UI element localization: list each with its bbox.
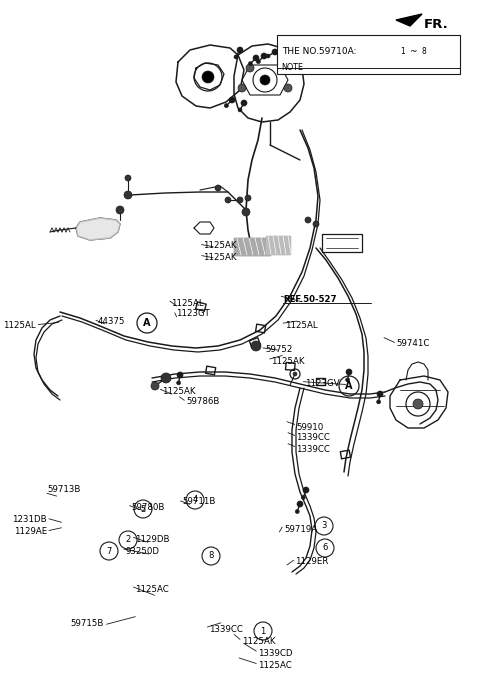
Text: 2: 2 <box>125 535 131 544</box>
Text: 4: 4 <box>192 495 198 504</box>
Text: FR.: FR. <box>424 18 449 31</box>
Circle shape <box>215 185 221 191</box>
Circle shape <box>346 378 349 382</box>
Circle shape <box>301 495 305 500</box>
Text: 1125AK: 1125AK <box>242 637 276 646</box>
Text: NOTE: NOTE <box>281 63 303 72</box>
Text: 1129ER: 1129ER <box>295 557 328 566</box>
Circle shape <box>237 47 243 53</box>
Text: 3: 3 <box>321 522 327 531</box>
Polygon shape <box>76 218 120 240</box>
Text: 59786B: 59786B <box>186 398 219 407</box>
Text: 6: 6 <box>322 544 328 553</box>
Text: 59715B: 59715B <box>71 619 104 628</box>
Circle shape <box>253 55 259 61</box>
Text: 59752: 59752 <box>265 345 292 355</box>
Text: 1231DB: 1231DB <box>12 515 47 524</box>
Text: 59719A: 59719A <box>284 524 317 533</box>
Circle shape <box>224 103 228 107</box>
Polygon shape <box>266 236 290 254</box>
Text: 1125AK: 1125AK <box>203 252 237 262</box>
Polygon shape <box>234 238 270 255</box>
Circle shape <box>266 54 270 58</box>
Text: 1123GV: 1123GV <box>305 378 340 387</box>
Text: 1125AK: 1125AK <box>203 242 237 251</box>
Circle shape <box>161 373 171 383</box>
Circle shape <box>241 100 247 106</box>
Text: A: A <box>143 318 151 328</box>
Polygon shape <box>396 14 422 26</box>
Circle shape <box>293 372 297 376</box>
Circle shape <box>238 108 242 112</box>
Text: 59741C: 59741C <box>396 340 430 349</box>
Text: 1: 1 <box>401 48 406 56</box>
Circle shape <box>237 197 243 203</box>
Bar <box>277 35 460 74</box>
Circle shape <box>202 71 214 83</box>
Circle shape <box>256 60 260 63</box>
Circle shape <box>260 75 270 85</box>
Circle shape <box>245 195 251 201</box>
Text: THE NO.59710A:: THE NO.59710A: <box>282 48 357 56</box>
Circle shape <box>261 53 267 59</box>
Circle shape <box>377 400 381 404</box>
Text: 44375: 44375 <box>98 318 125 327</box>
Circle shape <box>124 191 132 199</box>
Circle shape <box>305 217 311 223</box>
Circle shape <box>229 97 235 103</box>
Text: 8: 8 <box>421 48 426 56</box>
Circle shape <box>413 399 423 409</box>
Circle shape <box>346 369 352 375</box>
Text: 5: 5 <box>140 504 145 513</box>
Text: 59713B: 59713B <box>47 486 80 495</box>
Text: 7: 7 <box>106 546 112 555</box>
Text: 1125AL: 1125AL <box>285 320 318 329</box>
Circle shape <box>303 487 309 493</box>
Circle shape <box>177 372 183 378</box>
Circle shape <box>248 61 252 65</box>
Circle shape <box>313 221 319 227</box>
Circle shape <box>234 55 238 59</box>
Text: 1125AK: 1125AK <box>162 387 195 395</box>
Circle shape <box>297 501 303 507</box>
Text: 1125AK: 1125AK <box>271 356 304 365</box>
Circle shape <box>238 84 246 92</box>
Circle shape <box>125 175 131 181</box>
Circle shape <box>251 341 261 351</box>
Circle shape <box>151 382 159 390</box>
Text: 59711B: 59711B <box>182 497 216 506</box>
Circle shape <box>295 510 299 513</box>
Text: 8: 8 <box>208 551 214 560</box>
Text: 1125AL: 1125AL <box>3 322 36 331</box>
Text: REF.50-527: REF.50-527 <box>283 294 336 303</box>
Text: 1339CD: 1339CD <box>258 650 292 659</box>
Circle shape <box>377 391 383 397</box>
Text: 93250D: 93250D <box>125 546 159 555</box>
Circle shape <box>278 64 286 72</box>
Text: 1125AC: 1125AC <box>258 661 292 670</box>
Text: 1339CC: 1339CC <box>209 624 243 633</box>
Text: 1123GT: 1123GT <box>176 309 210 318</box>
Text: 1125AL: 1125AL <box>171 298 204 307</box>
Text: 1129AE: 1129AE <box>14 528 47 537</box>
Text: A: A <box>345 381 353 391</box>
Circle shape <box>225 197 231 203</box>
Circle shape <box>272 49 278 55</box>
Circle shape <box>246 64 254 72</box>
Text: 1339CC: 1339CC <box>296 433 330 442</box>
Text: 59910: 59910 <box>296 422 323 431</box>
Text: 1125AC: 1125AC <box>135 584 169 593</box>
Circle shape <box>284 84 292 92</box>
Text: ~: ~ <box>409 48 417 56</box>
Circle shape <box>177 381 180 385</box>
Text: 1339CC: 1339CC <box>296 444 330 453</box>
Circle shape <box>116 206 124 214</box>
Text: 59780B: 59780B <box>131 502 164 511</box>
Text: 1129DB: 1129DB <box>135 535 169 544</box>
Circle shape <box>242 208 250 216</box>
Text: 1: 1 <box>260 626 265 635</box>
